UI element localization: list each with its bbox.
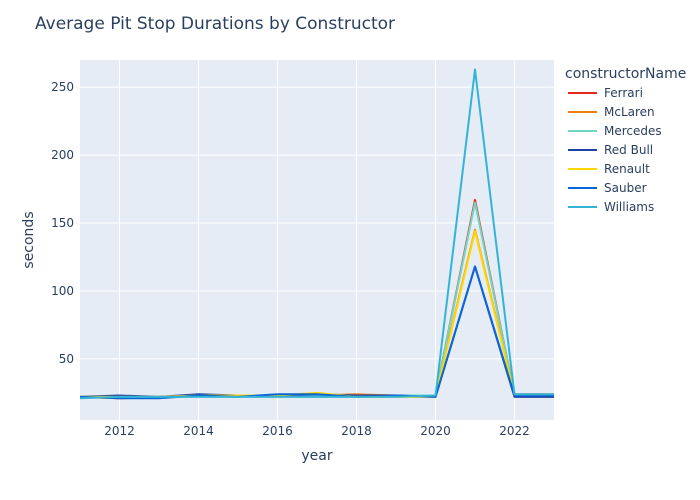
y-tick-label: 50	[59, 352, 74, 366]
legend-items: Ferrari McLaren Mercedes Red Bull Renault Sau…	[568, 86, 662, 214]
series-line-williams	[79, 68, 554, 400]
chart-title: Average Pit Stop Durations by Constructo…	[35, 14, 395, 34]
y-axis-title: seconds	[21, 211, 37, 268]
legend-label-ferrari: Ferrari	[604, 86, 643, 100]
legend-label-red-bull: Red Bull	[604, 143, 653, 157]
series-line-sauber	[79, 265, 554, 400]
x-tick-label: 2012	[104, 424, 135, 438]
grid-lines	[80, 60, 554, 420]
legend: constructorName Ferrari McLaren Mercedes Re…	[565, 66, 686, 214]
y-tick-label: 250	[51, 80, 74, 94]
x-tick-label: 2016	[262, 424, 293, 438]
y-tick-label: 150	[51, 216, 74, 230]
x-tick-label: 2014	[183, 424, 214, 438]
legend-label-sauber: Sauber	[604, 181, 647, 195]
y-tick-label: 100	[51, 284, 74, 298]
series-lines	[79, 68, 554, 400]
plot-area	[80, 60, 554, 420]
x-axis-title: year	[301, 448, 332, 464]
legend-label-mclaren: McLaren	[604, 105, 655, 119]
legend-label-williams: Williams	[604, 200, 654, 214]
x-tick-label: 2020	[420, 424, 451, 438]
y-tick-label: 200	[51, 148, 74, 162]
x-tick-label: 2018	[341, 424, 372, 438]
x-tick-label: 2022	[499, 424, 530, 438]
legend-label-renault: Renault	[604, 162, 650, 176]
legend-title: constructorName	[565, 66, 686, 82]
legend-label-mercedes: Mercedes	[604, 124, 662, 138]
axis-ticks: 2012 2014 2016 2018 2020 2022 50 100 150 200 250	[51, 80, 530, 438]
